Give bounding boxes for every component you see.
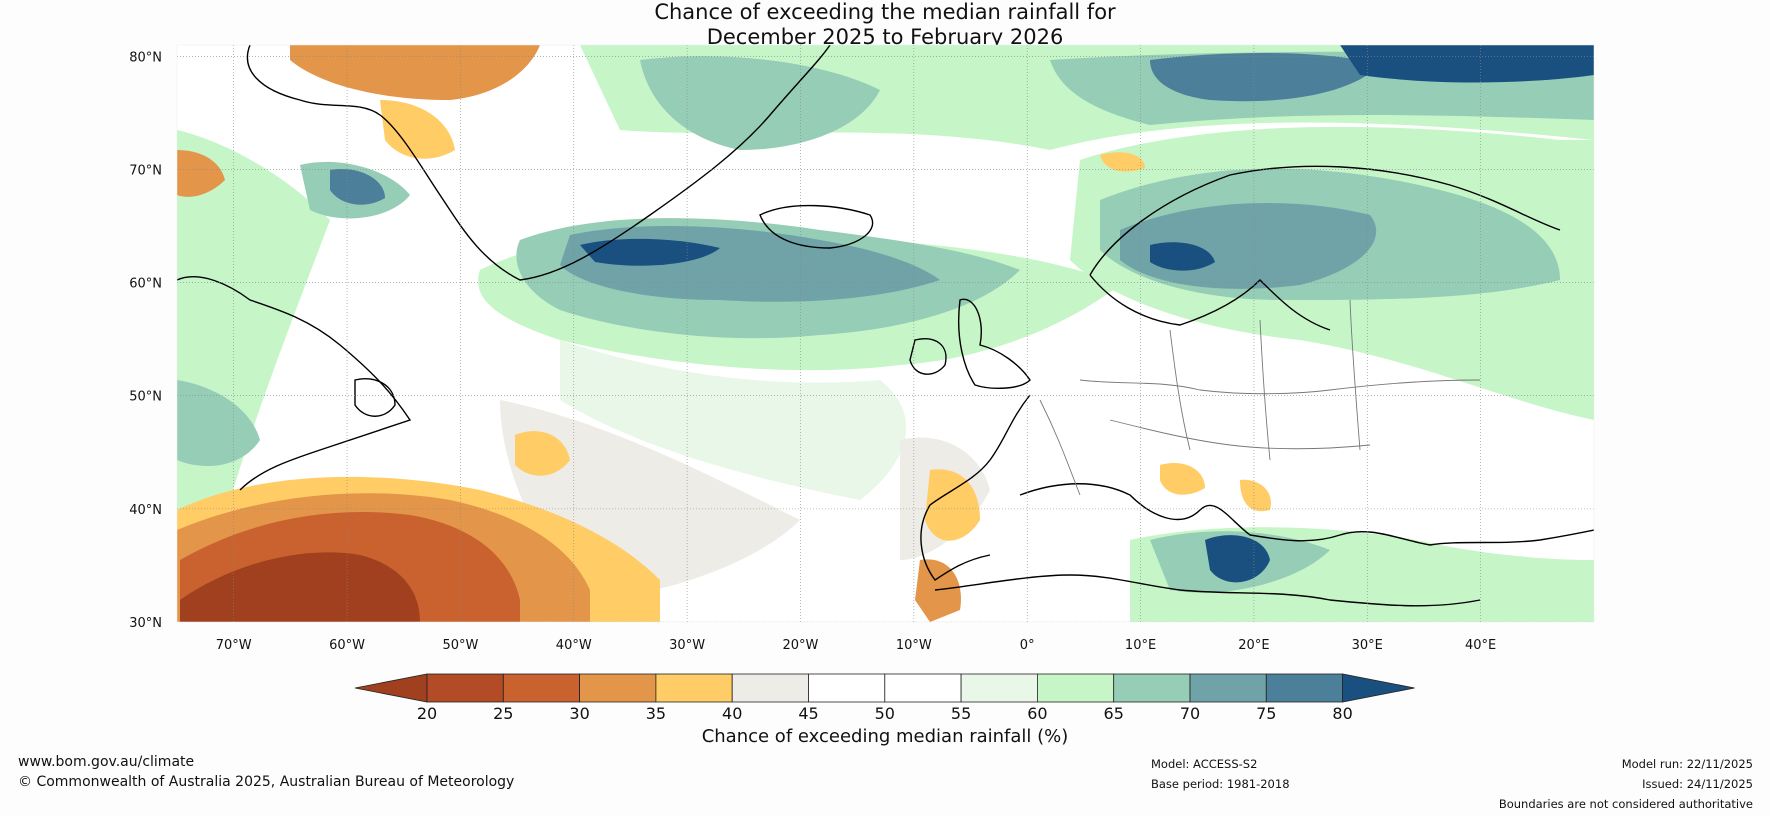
lon-label: 10°W <box>896 638 932 653</box>
colorbar-segment <box>884 673 962 703</box>
colorbar-tick-label: 60 <box>1027 704 1047 723</box>
colorbar-segment <box>579 673 657 703</box>
colorbar-tick-label: 40 <box>722 704 742 723</box>
lat-label: 70°N <box>129 163 162 178</box>
lat-label: 30°N <box>129 616 162 631</box>
field-subtropical-atlantic-brown <box>180 552 420 622</box>
field-greenland-north-orange <box>290 45 540 100</box>
lat-label: 40°N <box>129 503 162 518</box>
field-norway-sea-yellow <box>1100 152 1145 172</box>
field-greenland-north-yellow <box>380 100 455 159</box>
colorbar-tick-label: 65 <box>1104 704 1124 723</box>
colorbar-tick-label: 50 <box>875 704 895 723</box>
field-morocco-orange <box>915 559 961 622</box>
field-atlantic-mid-light <box>560 340 907 500</box>
lon-label: 20°E <box>1238 638 1269 653</box>
footer-model: Model: ACCESS-S2 <box>1151 757 1258 771</box>
footer-disclaimer: Boundaries are not considered authoritat… <box>1498 797 1753 811</box>
lat-label: 60°N <box>129 277 162 292</box>
field-barents-darkest <box>1340 45 1594 83</box>
lon-label: 30°E <box>1352 638 1383 653</box>
coast-europe-west <box>920 394 1031 581</box>
colorbar-segment <box>426 673 504 703</box>
coast-north-america <box>177 276 412 491</box>
lon-label: 60°W <box>329 638 365 653</box>
country-borders <box>1039 299 1481 496</box>
lon-label: 10°E <box>1125 638 1156 653</box>
colorbar-segment <box>655 673 733 703</box>
field-greenland-sea-mid <box>640 56 880 150</box>
colorbar-tick-label: 70 <box>1180 704 1200 723</box>
coast-iceland <box>759 204 874 249</box>
coast-uk <box>957 298 1031 389</box>
colorbar-tick-label: 20 <box>417 704 437 723</box>
footer-url: www.bom.gov.au/climate <box>18 754 195 770</box>
colorbar-segment <box>960 673 1038 703</box>
colorbar-title: Chance of exceeding median rainfall (%) <box>701 726 1069 747</box>
footer-issued: Issued: 24/11/2025 <box>1642 777 1753 791</box>
map-title: Chance of exceeding the median rainfall … <box>0 0 1770 50</box>
colorbar-tick-label: 75 <box>1256 704 1276 723</box>
colorbar-tick-label: 45 <box>798 704 818 723</box>
colorbar-segment <box>1189 673 1267 703</box>
colorbar-extend-high <box>1342 673 1415 703</box>
colorbar-segment <box>808 673 886 703</box>
lon-label: 0° <box>1020 638 1035 653</box>
colorbar-segment <box>1265 673 1344 703</box>
footer-base-period: Base period: 1981-2018 <box>1151 777 1290 791</box>
coastlines <box>177 45 1594 607</box>
footer-model-run: Model run: 22/11/2025 <box>1621 757 1753 771</box>
field-atlantic-yellow-patch <box>515 431 570 476</box>
field-italy-yellow <box>1160 462 1205 495</box>
map-frame <box>176 44 1595 623</box>
title-line-1: Chance of exceeding the median rainfall … <box>654 0 1116 24</box>
field-canada-arctic-orange <box>177 150 225 197</box>
coast-scandinavia <box>1089 165 1561 331</box>
coast-ireland <box>909 338 947 375</box>
colorbar-tick-label: 25 <box>493 704 513 723</box>
coast-mediterranean <box>1019 483 1594 546</box>
lon-label: 30°W <box>669 638 705 653</box>
colorbar-tick-label: 80 <box>1332 704 1352 723</box>
lat-label: 50°N <box>129 390 162 405</box>
colorbar-tick-label: 55 <box>951 704 971 723</box>
longitude-labels: 70°W 60°W 50°W 40°W 30°W 20°W 10°W 0° 10°E 20°E 30… <box>216 638 1497 653</box>
colorbar-segment <box>731 673 809 703</box>
lon-label: 40°E <box>1465 638 1496 653</box>
coast-newfoundland <box>354 378 396 417</box>
map-area <box>177 45 1594 622</box>
field-labrador-dark <box>330 169 385 205</box>
colorbar: 20 25 30 35 40 45 50 55 60 65 70 75 80 <box>354 673 1415 723</box>
coast-greenland <box>246 45 831 281</box>
latitude-labels: 80°N 70°N 60°N 50°N 40°N 30°N <box>129 50 162 631</box>
coast-africa-north <box>934 574 1481 607</box>
field-norway-darkest <box>1150 242 1215 271</box>
lon-label: 40°W <box>556 638 592 653</box>
field-barents-dark <box>1150 53 1380 102</box>
lat-label: 80°N <box>129 50 162 65</box>
lon-label: 70°W <box>216 638 252 653</box>
field-newfoundland-mid <box>177 380 260 466</box>
colorbar-segment <box>502 673 580 703</box>
lon-label: 50°W <box>442 638 478 653</box>
field-iberia-yellow <box>925 469 980 541</box>
field-north-atlantic-darkest <box>580 238 720 266</box>
colorbar-tick-label: 30 <box>569 704 589 723</box>
lon-label: 20°W <box>783 638 819 653</box>
colorbar-tick-label: 35 <box>646 704 666 723</box>
colorbar-extend-low <box>354 673 428 703</box>
colorbar-segment <box>1037 673 1115 703</box>
field-balkans-yellow <box>1240 479 1271 512</box>
colorbar-segment <box>1113 673 1191 703</box>
graticule <box>177 45 1594 622</box>
footer-copyright: © Commonwealth of Australia 2025, Austra… <box>18 774 515 790</box>
